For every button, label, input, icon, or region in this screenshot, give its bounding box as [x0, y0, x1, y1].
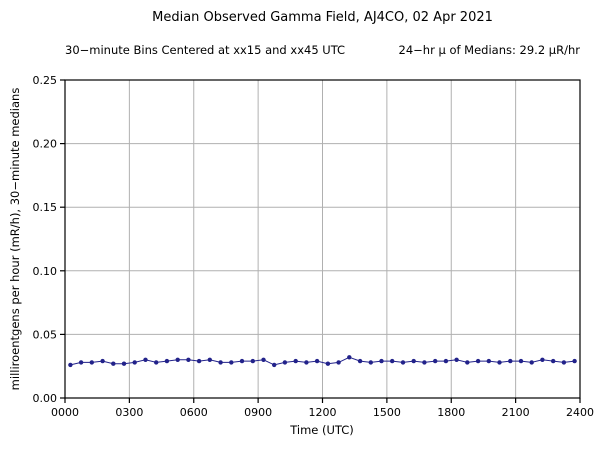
data-point [357, 358, 363, 364]
data-point [400, 360, 406, 365]
data-point [239, 358, 245, 364]
data-point [100, 358, 105, 364]
chart-subtitle-bins: 30−minute Bins Centered at xx15 and xx45… [65, 43, 346, 57]
data-point [186, 357, 191, 362]
y-tick-label: 0.10 [33, 265, 58, 278]
x-tick-label: 0300 [115, 406, 143, 419]
data-point [465, 360, 470, 365]
data-point [89, 360, 95, 365]
data-point [390, 358, 395, 364]
data-point [422, 360, 427, 365]
data-point [272, 362, 277, 368]
data-point [304, 360, 309, 365]
data-point [475, 358, 481, 364]
y-tick-label: 0.15 [33, 201, 58, 214]
data-point [572, 358, 577, 364]
data-point [282, 360, 288, 365]
chart-subtitle-row: 30−minute Bins Centered at xx15 and xx45… [65, 43, 580, 57]
data-point [325, 361, 331, 366]
data-point [154, 360, 159, 365]
data-point [347, 355, 352, 360]
y-tick-label: 0.05 [33, 328, 58, 341]
data-point [336, 360, 341, 365]
x-tick-label: 2100 [502, 406, 530, 419]
y-axis-label: milliroentgens per hour (mR/h), 30−minut… [8, 88, 22, 391]
data-point [78, 360, 84, 365]
x-axis-label: Time (UTC) [289, 423, 354, 437]
plot-layers: 0000 0300 0600 0900 1200 1500 1800 2100 2400 0.00… [33, 74, 595, 419]
data-point [314, 358, 320, 364]
x-tick-label: 0900 [244, 406, 272, 419]
data-point [497, 360, 502, 365]
data-point [561, 360, 567, 365]
x-tick-label: 1800 [437, 406, 465, 419]
data-point [229, 360, 234, 365]
data-point [518, 358, 524, 364]
data-point [529, 360, 534, 365]
data-point [207, 357, 212, 362]
data-point [379, 358, 384, 364]
data-point [486, 358, 491, 364]
data-point [68, 362, 73, 368]
data-point [551, 358, 556, 364]
chart-title: Median Observed Gamma Field, AJ4CO, 02 A… [152, 10, 493, 25]
x-tick-label: 1500 [373, 406, 401, 419]
data-point [250, 358, 255, 364]
data-point [433, 358, 438, 364]
data-point [454, 357, 459, 362]
x-tick-label: 0000 [51, 406, 79, 419]
data-point [121, 361, 127, 366]
data-point [175, 357, 180, 362]
data-point [143, 357, 148, 362]
y-tick-label: 0.25 [33, 74, 58, 87]
data-point [411, 358, 416, 364]
data-point [508, 358, 513, 364]
data-point [261, 357, 266, 362]
data-point [132, 360, 137, 365]
data-point [111, 361, 116, 366]
data-point [368, 360, 373, 365]
data-point [164, 358, 170, 364]
chart-subtitle-mean: 24−hr μ of Medians: 29.2 μR/hr [398, 43, 580, 57]
data-point [196, 358, 202, 364]
data-point [443, 358, 449, 364]
data-point [293, 358, 298, 364]
x-tick-label: 0600 [180, 406, 208, 419]
y-tick-label: 0.00 [33, 392, 58, 405]
y-tick-label: 0.20 [33, 138, 58, 151]
data-point [218, 360, 223, 365]
data-point [540, 357, 545, 362]
x-tick-label: 1200 [309, 406, 337, 419]
x-tick-label: 2400 [566, 406, 594, 419]
